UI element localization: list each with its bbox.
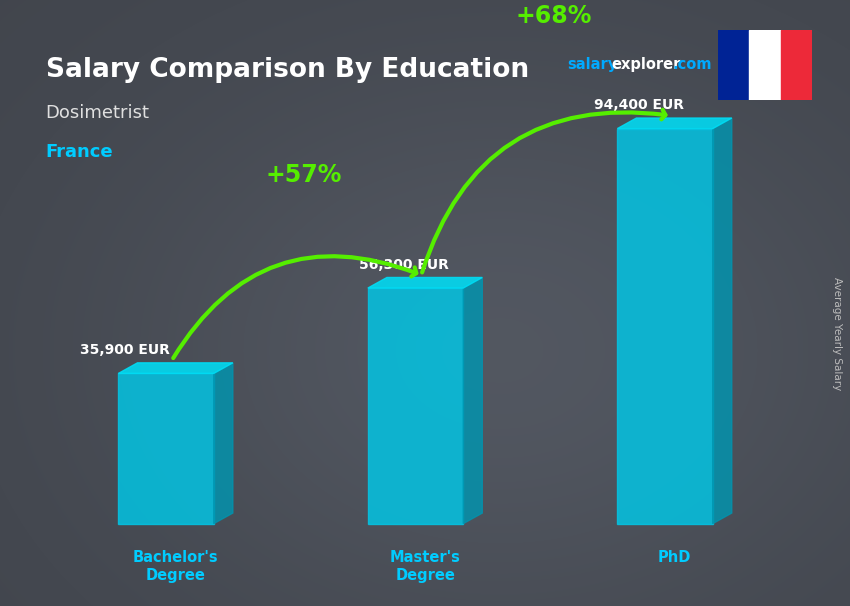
Text: .com: .com [672,57,712,72]
Text: Master's
Degree: Master's Degree [389,550,461,582]
Text: +57%: +57% [266,163,342,187]
Polygon shape [617,118,732,128]
Polygon shape [213,363,233,524]
Bar [617,128,712,524]
Text: Salary Comparison By Education: Salary Comparison By Education [46,57,529,83]
Text: Average Yearly Salary: Average Yearly Salary [832,277,842,390]
Bar [780,30,812,100]
Polygon shape [463,278,482,524]
Text: 35,900 EUR: 35,900 EUR [80,343,170,357]
Polygon shape [712,118,732,524]
Text: explorer: explorer [612,57,681,72]
Text: 94,400 EUR: 94,400 EUR [593,98,683,112]
Text: +68%: +68% [515,4,592,27]
Bar [368,288,463,524]
Bar [750,30,780,100]
Polygon shape [368,278,482,288]
Text: 56,300 EUR: 56,300 EUR [359,258,449,271]
Text: salary: salary [567,57,617,72]
Bar [718,30,750,100]
Text: Bachelor's
Degree: Bachelor's Degree [133,550,218,582]
Polygon shape [118,363,233,373]
Bar [118,373,213,524]
Text: PhD: PhD [658,550,691,565]
Text: France: France [46,143,113,161]
Text: Dosimetrist: Dosimetrist [46,104,150,122]
